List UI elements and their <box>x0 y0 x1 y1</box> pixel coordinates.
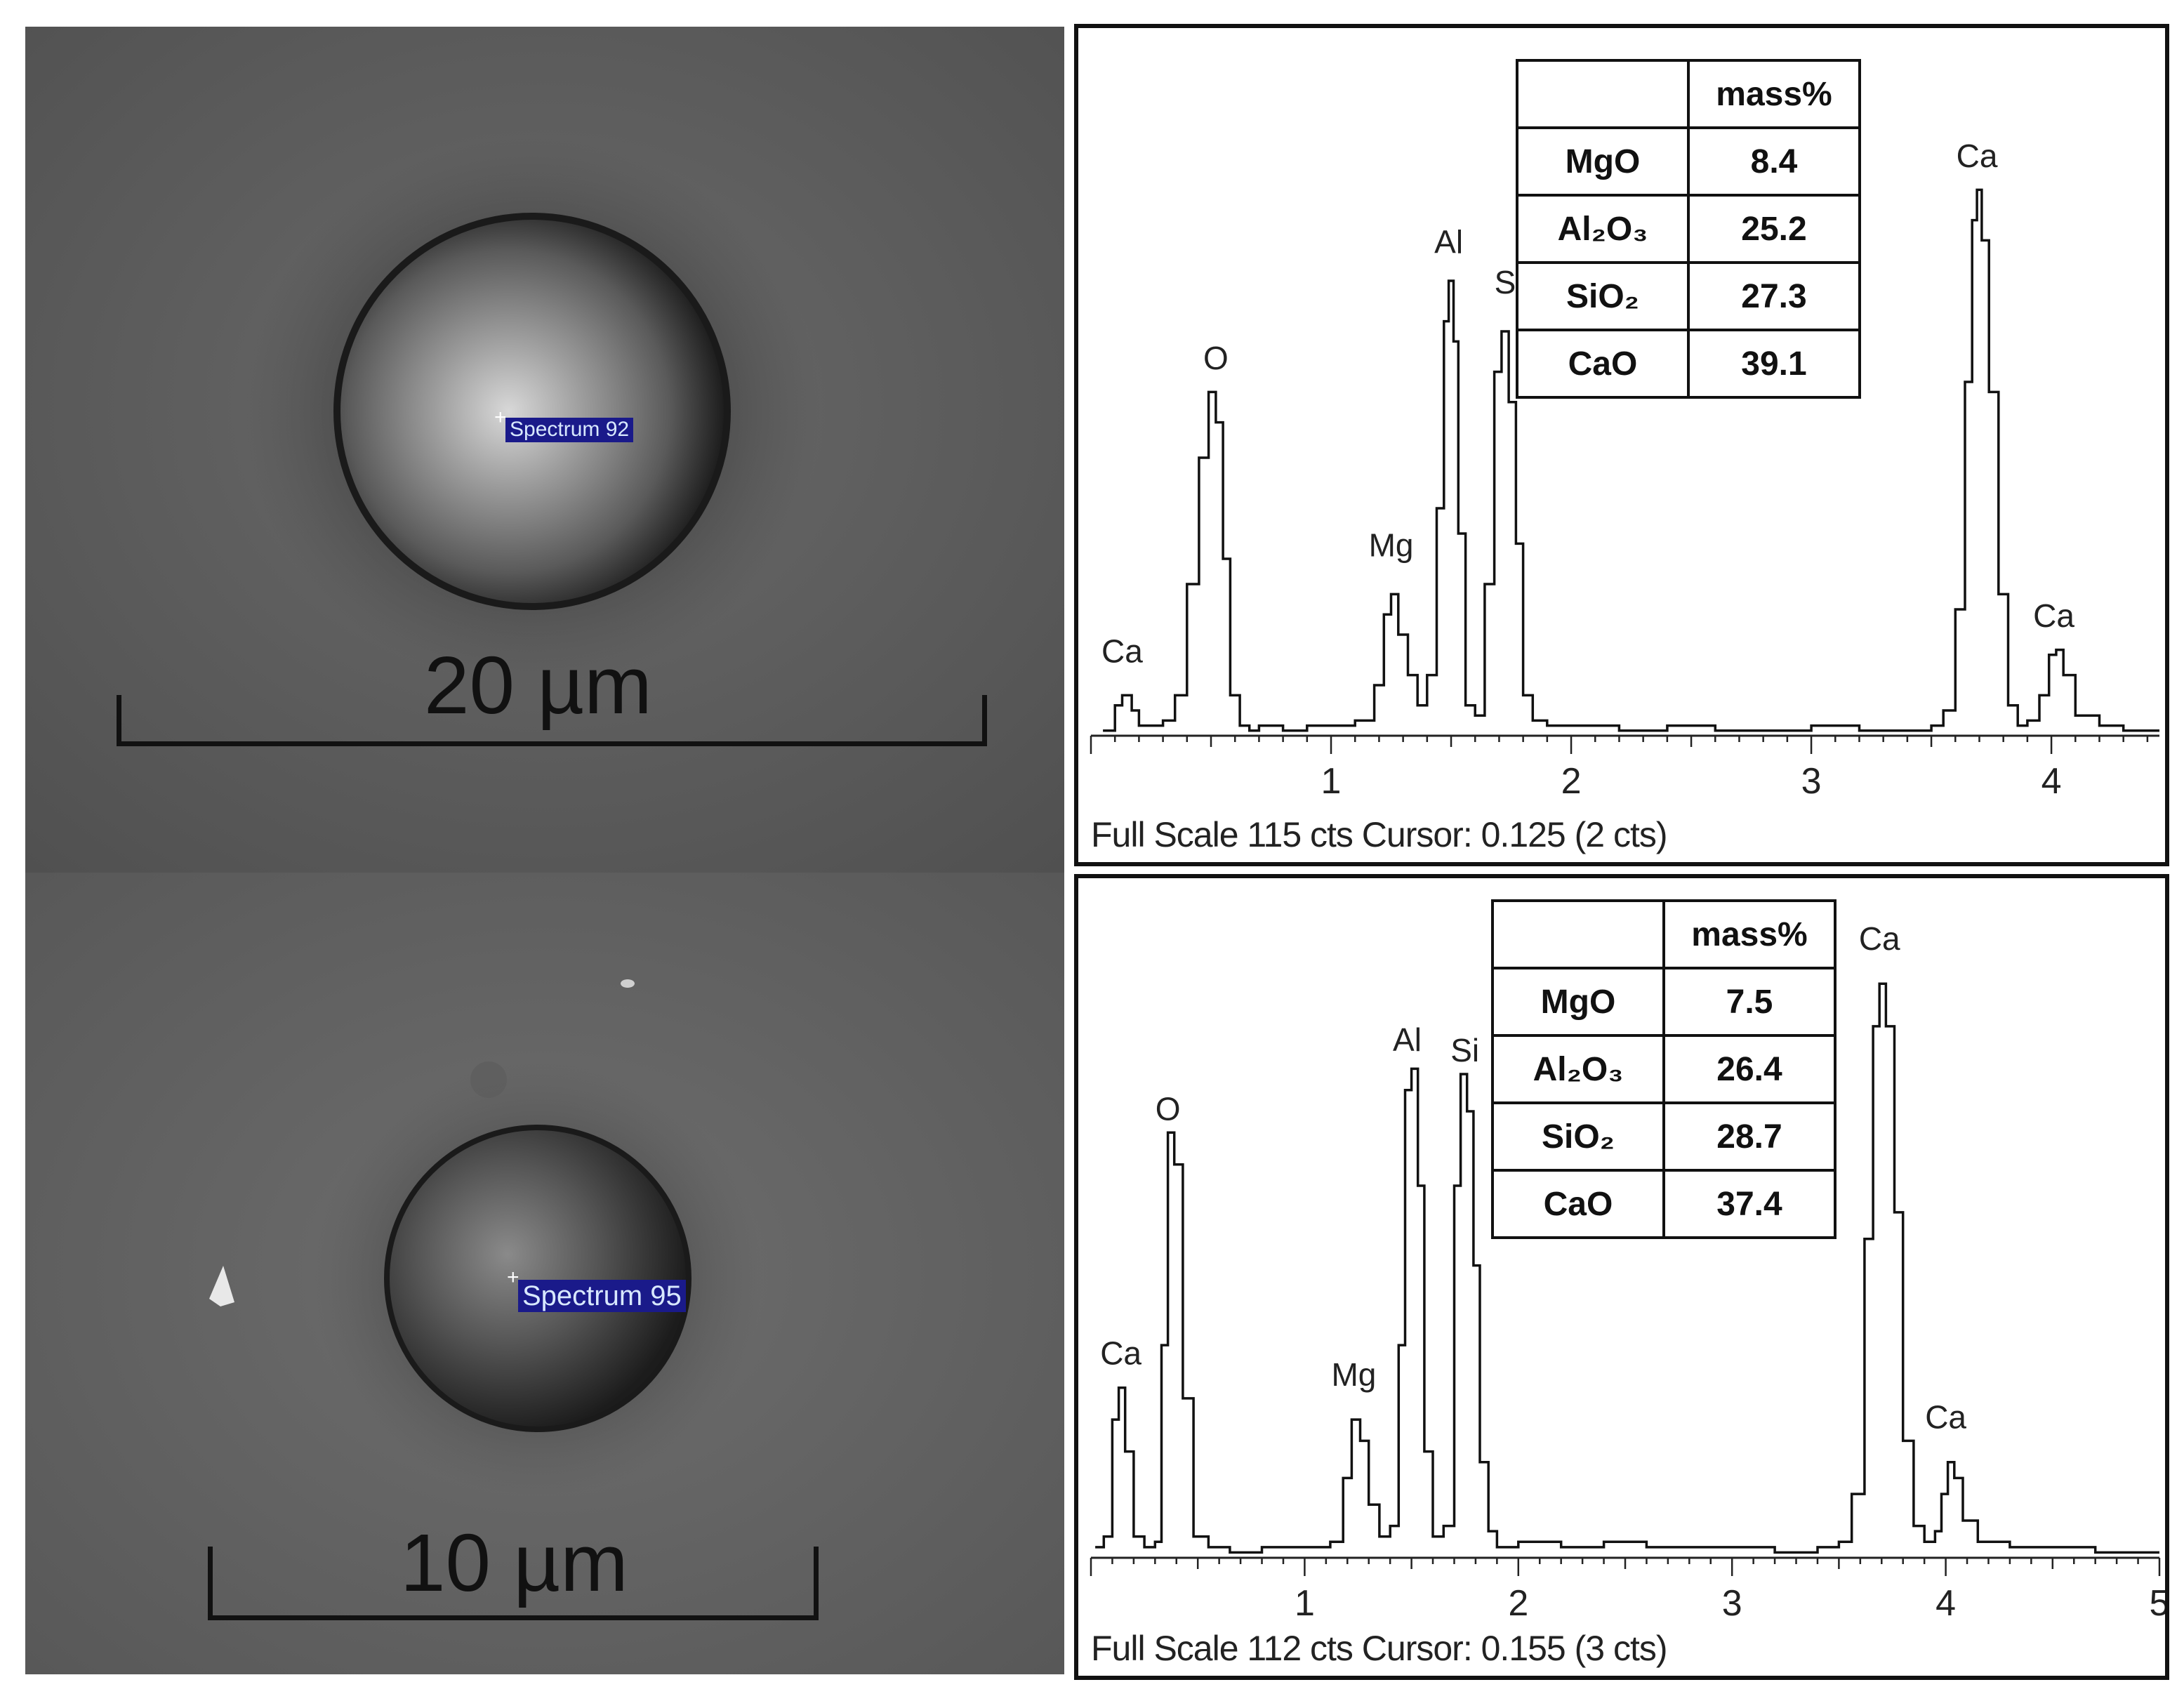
x-tick-label: 2 <box>1508 1583 1528 1624</box>
x-tick-label: 1 <box>1295 1583 1315 1624</box>
table-cell-value: 26.4 <box>1662 1034 1836 1104</box>
table-cell-compound: MgO <box>1491 967 1665 1037</box>
table-row: mass% <box>1491 899 1836 969</box>
scale-label-bottom: 10 µm <box>400 1517 628 1608</box>
table-row: SiO₂ 27.3 <box>1516 261 1861 331</box>
fullscale-readout-top: Full Scale 115 cts Cursor: 0.125 (2 cts) <box>1091 815 1668 854</box>
peak-label: Mg <box>1369 527 1414 563</box>
table-row: MgO 7.5 <box>1491 967 1836 1037</box>
table-row: MgO 8.4 <box>1516 126 1861 197</box>
peak-label: Al <box>1393 1021 1422 1058</box>
peak-label: Si <box>1450 1032 1479 1068</box>
peak-label: Al <box>1434 223 1463 260</box>
peak-label: O <box>1156 1090 1181 1127</box>
spectrum-tag-bottom: Spectrum 95 <box>518 1280 686 1312</box>
scalebar-bottom <box>208 1547 819 1620</box>
x-tick-label: 3 <box>1801 761 1822 802</box>
table-cell-value: 28.7 <box>1662 1101 1836 1172</box>
table-cell-compound: MgO <box>1516 126 1690 197</box>
spectrum-panel-bottom: 1 2 3 4 5 Ca O Mg Al Si Ca Ca mass% MgO 7.5 Al₂O₃ 2… <box>1074 874 2169 1680</box>
x-tick-label: 3 <box>1722 1583 1742 1624</box>
table-row: CaO 37.4 <box>1491 1169 1836 1239</box>
peak-label: Ca <box>2033 597 2074 634</box>
peak-label: Ca <box>1100 1335 1141 1372</box>
x-tick-label: 4 <box>1935 1583 1956 1624</box>
peak-label: Ca <box>1957 138 1998 174</box>
table-row: Al₂O₃ 25.2 <box>1516 194 1861 264</box>
table-cell-value: 27.3 <box>1687 261 1861 331</box>
peak-label: Ca <box>1925 1398 1966 1435</box>
x-tick-label: 5 <box>2150 1583 2165 1624</box>
table-row: CaO 39.1 <box>1516 329 1861 399</box>
peak-label: O <box>1203 340 1229 376</box>
x-tick-label: 4 <box>2041 761 2062 802</box>
scalebar-top <box>117 695 987 746</box>
table-cell-value: 25.2 <box>1687 194 1861 264</box>
spectrum-series-line <box>1095 982 2159 1554</box>
table-cell-compound: Al₂O₃ <box>1491 1034 1665 1104</box>
table-header-mass: mass% <box>1662 899 1836 969</box>
peak-label: Mg <box>1331 1356 1376 1393</box>
table-header-mass: mass% <box>1687 59 1861 129</box>
sem-image-bottom-graphic <box>25 873 1064 1674</box>
crosshair-icon: + <box>507 1266 519 1289</box>
table-header-empty <box>1516 59 1690 129</box>
spectrum-panel-top: 1 2 3 4 Ca O Mg Al Si Ca Ca mass% MgO 8.4 Al₂O₃ 25… <box>1074 24 2169 866</box>
peak-label: Ca <box>1859 920 1900 957</box>
table-row: mass% <box>1516 59 1861 129</box>
fullscale-readout-bottom: Full Scale 112 cts Cursor: 0.155 (3 cts) <box>1091 1629 1668 1668</box>
spectrum-series-line <box>1103 188 2159 732</box>
table-cell-compound: SiO₂ <box>1491 1101 1665 1172</box>
table-cell-compound: CaO <box>1491 1169 1665 1239</box>
table-cell-compound: CaO <box>1516 329 1690 399</box>
table-cell-value: 8.4 <box>1687 126 1861 197</box>
table-cell-value: 39.1 <box>1687 329 1861 399</box>
crosshair-icon: + <box>494 406 507 429</box>
sem-image-top-graphic <box>25 27 1064 873</box>
table-row: SiO₂ 28.7 <box>1491 1101 1836 1172</box>
composition-table-top: mass% MgO 8.4 Al₂O₃ 25.2 SiO₂ 27.3 CaO 3… <box>1516 59 1861 399</box>
table-header-empty <box>1491 899 1665 969</box>
table-cell-compound: Al₂O₃ <box>1516 194 1690 264</box>
scale-label-top: 20 µm <box>424 640 652 731</box>
sem-image-bottom: + Spectrum 95 10 µm <box>25 873 1064 1674</box>
x-tick-label: 2 <box>1561 761 1582 802</box>
table-row: Al₂O₃ 26.4 <box>1491 1034 1836 1104</box>
table-cell-value: 7.5 <box>1662 967 1836 1037</box>
x-tick-label: 1 <box>1321 761 1342 802</box>
table-cell-compound: SiO₂ <box>1516 261 1690 331</box>
sem-image-top: + Spectrum 92 20 µm <box>25 27 1064 873</box>
table-cell-value: 37.4 <box>1662 1169 1836 1239</box>
spectrum-tag-top: Spectrum 92 <box>505 418 634 442</box>
peak-label: Ca <box>1101 633 1143 670</box>
composition-table-bottom: mass% MgO 7.5 Al₂O₃ 26.4 SiO₂ 28.7 CaO 3… <box>1491 899 1836 1239</box>
